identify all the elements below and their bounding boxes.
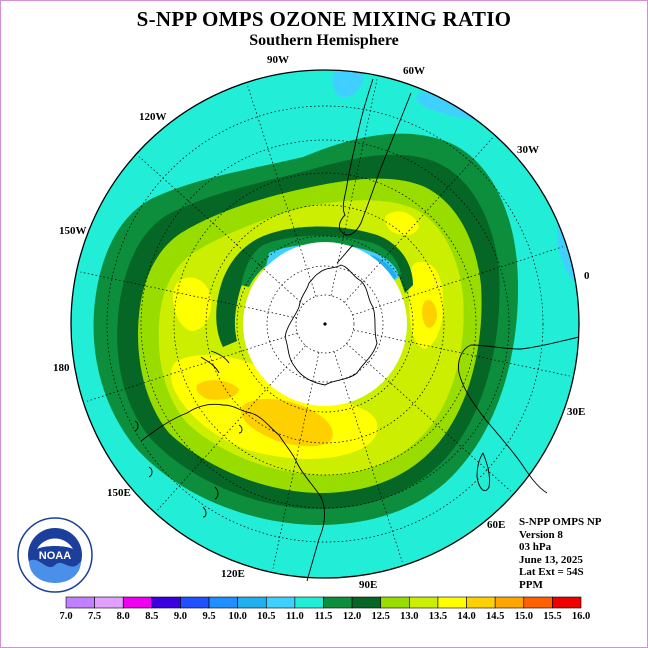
colorbar: 7.0 7.5 8.0 8.5 9.0 9.5 10.0 10.5 11.0 11.5 12.0 12… — [59, 596, 590, 622]
colorbar-swatch — [294, 596, 324, 609]
longitude-grid — [80, 79, 570, 569]
colorbar-tick-label: 9.0 — [174, 611, 187, 622]
coastlines — [134, 78, 580, 582]
colorbar-swatch — [65, 596, 95, 609]
colorbar-tick-label: 10.5 — [257, 611, 275, 622]
contour-10-5-patch — [332, 70, 364, 98]
logo-text: NOAA — [39, 550, 71, 562]
colorbar-swatch — [437, 596, 467, 609]
lon-label-120e: 120E — [221, 568, 245, 580]
island-coastline — [134, 420, 243, 518]
colorbar-tick-label: 7.0 — [59, 611, 72, 622]
contour-10-5-patch — [416, 92, 481, 120]
latitude-grid — [106, 105, 544, 543]
lon-label-180: 180 — [53, 362, 70, 374]
longitude-line — [247, 86, 317, 297]
longitude-line — [352, 246, 563, 316]
lon-label-150e: 150E — [107, 487, 131, 499]
contour-13-5-patch — [384, 211, 419, 236]
lon-label-30w: 30W — [517, 144, 539, 156]
colorbar-tick-label: 14.5 — [486, 611, 504, 622]
new-zealand-coastline — [200, 350, 230, 374]
map-border — [70, 69, 580, 579]
australia-coastline — [140, 403, 326, 582]
info-units: PPM — [519, 578, 543, 591]
colorbar-swatch — [523, 596, 553, 609]
figure-subtitle: Southern Hemisphere — [249, 32, 399, 49]
info-version: Version 8 — [519, 528, 563, 541]
lon-label-0: 0 — [584, 270, 590, 282]
colorbar-tick-label: 15.5 — [543, 611, 561, 622]
colorbar-tick-label: 13.5 — [429, 611, 447, 622]
colorbar-tick-label: 16.0 — [572, 611, 590, 622]
madagascar-coastline — [476, 452, 490, 491]
lon-label-60e: 60E — [487, 519, 505, 531]
lon-label-60w: 60W — [403, 65, 425, 77]
contour-13-5-patch — [173, 277, 212, 331]
info-latitude-extent: Lat Ext = 54S — [519, 566, 584, 579]
colorbar-swatch — [323, 596, 353, 609]
lon-label-30e: 30E — [567, 406, 585, 418]
lon-label-120w: 120W — [139, 111, 167, 123]
longitude-line — [80, 271, 297, 319]
info-instrument: S-NPP OMPS NP — [519, 516, 602, 528]
longitude-line — [157, 345, 306, 511]
lon-label-90w: 90W — [267, 54, 289, 66]
colorbar-tick-label: 8.0 — [117, 611, 130, 622]
colorbar-swatch — [151, 596, 181, 609]
longitude-line — [272, 352, 320, 569]
figure-title: S-NPP OMPS OZONE MIXING RATIO — [136, 7, 512, 31]
colorbar-swatch — [122, 596, 153, 609]
colorbar-swatch — [180, 596, 210, 609]
pole-marker — [323, 322, 327, 326]
colorbar-tick-label: 9.5 — [202, 611, 215, 622]
contour-14-0-patch — [196, 380, 239, 400]
colorbar-tick-label: 8.5 — [145, 611, 158, 622]
colorbar-swatch — [265, 596, 296, 609]
longitude-line — [333, 351, 403, 562]
colorbar-swatch — [409, 596, 439, 609]
info-pressure-level: 03 hPa — [519, 541, 552, 554]
lon-label-90e: 90E — [359, 579, 377, 591]
info-date: June 13, 2025 — [519, 553, 583, 566]
colorbar-tick-label: 7.5 — [88, 611, 101, 622]
contour-14-0-patch — [422, 299, 437, 328]
colorbar-swatch — [466, 596, 496, 609]
longitude-line — [87, 332, 298, 402]
colorbar-tick-label: 15.0 — [515, 611, 533, 622]
longitude-line — [346, 343, 512, 492]
colorbar-tick-label: 13.0 — [400, 611, 418, 622]
colorbar-swatch — [237, 596, 267, 609]
contour-polar-collar — [241, 235, 401, 287]
colorbar-tick-label: 11.0 — [286, 611, 304, 622]
longitude-line — [330, 79, 378, 296]
africa-coastline — [458, 336, 580, 494]
longitude-line — [344, 137, 493, 303]
colorbar-swatch — [94, 596, 124, 609]
antarctica-coastline — [284, 244, 378, 386]
colorbar-tick-label: 10.0 — [228, 611, 246, 622]
longitude-line — [138, 156, 304, 305]
info-box: S-NPP OMPS NP Version 8 03 hPa June 13, … — [519, 516, 602, 592]
colorbar-swatch — [380, 596, 410, 609]
colorbar-swatch — [494, 596, 525, 609]
south-america-coastline — [338, 78, 412, 236]
colorbar-tick-label: 12.5 — [372, 611, 390, 622]
colorbar-tick-label: 12.0 — [343, 611, 361, 622]
colorbar-swatch — [208, 596, 238, 609]
longitude-line — [353, 329, 570, 377]
colorbar-swatch — [351, 596, 382, 609]
colorbar-swatch — [552, 596, 582, 609]
lon-label-150w: 150W — [59, 225, 87, 237]
colorbar-tick-label: 11.5 — [315, 611, 333, 622]
longitude-labels: 90W 60W 30W 0 30E 60E 90E 120E 150E 180 … — [53, 54, 590, 591]
noaa-logo-icon: NOAA — [17, 517, 93, 593]
colorbar-tick-label: 14.0 — [457, 611, 475, 622]
